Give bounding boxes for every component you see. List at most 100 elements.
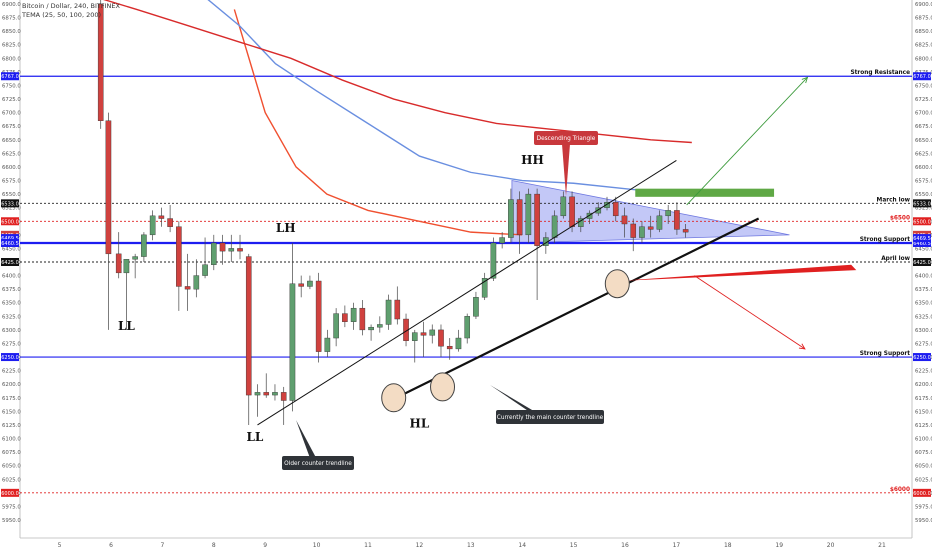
bearish-arrow-head xyxy=(798,343,806,350)
candle-body xyxy=(272,392,278,396)
y-tick-label-right: 6800.0 xyxy=(915,56,932,62)
y-tick-label-right: 6575.0 xyxy=(915,179,932,185)
y-tick-label-right: 6600.0 xyxy=(915,165,932,171)
y-tick-label-left: 6325.0 xyxy=(2,314,21,320)
candle-body xyxy=(350,307,357,322)
swing-label: HL xyxy=(410,417,430,431)
candle-body xyxy=(141,234,147,257)
x-tick-label: 5 xyxy=(58,542,62,549)
y-tick-label-right: 6675.0 xyxy=(915,124,932,130)
candle-body xyxy=(245,256,252,396)
y-tick-label-right: 6200.0 xyxy=(915,382,932,388)
y-tick-label-left: 6300.0 xyxy=(2,328,21,334)
y-tick-label-left: 6750.0 xyxy=(2,83,21,89)
level-label: Strong Support xyxy=(860,237,911,243)
y-tick-label-left: 5950.0 xyxy=(2,518,21,524)
candle-body xyxy=(647,226,654,230)
y-tick-label-left: 6800.0 xyxy=(2,56,21,62)
y-tick-label-right: 6050.0 xyxy=(915,464,932,470)
x-tick-label: 15 xyxy=(570,542,578,549)
candle-body xyxy=(263,392,270,396)
price-tag-left: 6767.0 xyxy=(1,74,19,80)
y-tick-label-right: 6375.0 xyxy=(915,287,932,293)
candle-body xyxy=(324,337,331,352)
price-tag-right-bg xyxy=(913,258,931,266)
level-label: April low xyxy=(881,256,910,262)
y-tick-label-left: 6125.0 xyxy=(2,423,21,429)
price-tag-right: 6460.5 xyxy=(913,241,931,247)
y-tick-label-right: 6450.0 xyxy=(915,246,932,252)
y-tick-label-left: 5975.0 xyxy=(2,504,21,510)
x-tick-label: 12 xyxy=(416,542,424,549)
y-tick-label-right: 6525.0 xyxy=(915,206,932,212)
y-tick-label-left: 6525.0 xyxy=(2,206,21,212)
price-tag-left-bg xyxy=(1,217,19,226)
y-tick-label-left: 6550.0 xyxy=(2,192,21,198)
y-tick-label-right: 6150.0 xyxy=(915,409,932,415)
y-tick-label-left: 6050.0 xyxy=(2,464,21,470)
candle-body xyxy=(210,242,217,265)
candle-body xyxy=(665,210,671,217)
highlight-circle xyxy=(430,372,456,402)
candle-body xyxy=(630,223,637,238)
y-tick-label-left: 6100.0 xyxy=(2,437,21,443)
candle-body xyxy=(612,202,619,217)
candle-body xyxy=(551,215,558,238)
highlight-circle xyxy=(604,269,630,299)
highlight-circle xyxy=(381,383,407,413)
candle-body xyxy=(219,242,226,252)
y-tick-label-left: 6075.0 xyxy=(2,450,21,456)
candle-body xyxy=(342,313,348,322)
x-tick-label: 21 xyxy=(878,542,886,549)
candle-body xyxy=(516,199,523,236)
candle-body xyxy=(656,215,663,230)
plot-area xyxy=(20,0,912,538)
candle-body xyxy=(394,299,401,320)
candle-body xyxy=(333,313,339,339)
y-tick-label-left: 6600.0 xyxy=(2,165,21,171)
price-tag-left-bg xyxy=(1,488,19,497)
price-tag-left: 6533.0 xyxy=(1,201,19,207)
bearish-arrow xyxy=(694,275,806,350)
candle-body xyxy=(446,345,453,350)
candle-body xyxy=(105,120,112,255)
y-tick-label-left: 6875.0 xyxy=(2,16,21,22)
descending-triangle-callout-box xyxy=(534,131,598,145)
legend-indicator: TEMA (25, 50, 100, 200) xyxy=(22,11,102,19)
y-tick-label-left: 6200.0 xyxy=(2,382,21,388)
price-mark: 6460.5 xyxy=(1,241,19,247)
y-tick-label-left: 6675.0 xyxy=(2,124,21,130)
y-tick-label-right: 6875.0 xyxy=(915,16,932,22)
swing-label: LL xyxy=(246,430,263,444)
price-tag-right-bg xyxy=(913,353,931,362)
y-tick-label-left: 6375.0 xyxy=(2,287,21,293)
candle-body xyxy=(359,307,366,331)
candle-body xyxy=(123,259,130,274)
legend-symbol: Bitcoin / Dollar, 240, BITFINEX xyxy=(22,2,120,10)
y-tick-label-left: 6850.0 xyxy=(2,29,21,35)
candle-body xyxy=(569,196,575,227)
price-mark-bg xyxy=(1,234,19,243)
x-tick-label: 17 xyxy=(673,542,681,549)
price-tag-right-bg xyxy=(913,72,931,81)
candle-body xyxy=(525,193,532,236)
y-tick-label-left: 6700.0 xyxy=(2,111,21,117)
level-label: Strong Resistance xyxy=(850,70,910,76)
price-tag-left-bg xyxy=(1,353,19,362)
y-tick-label-left: 6625.0 xyxy=(2,151,21,157)
candle-body xyxy=(429,329,436,336)
candle-body xyxy=(508,199,514,238)
trendline xyxy=(257,160,677,426)
y-tick-label-left: 6450.0 xyxy=(2,246,21,252)
chart-legend: Bitcoin / Dollar, 240, BITFINEX TEMA (25… xyxy=(22,2,120,20)
price-tag-right: 6425.0 xyxy=(913,260,931,266)
main-trendline-callout-text: Currently the main counter trendline xyxy=(497,415,604,421)
older-trendline-callout-box xyxy=(282,456,354,470)
y-tick-label-left: 6900.0 xyxy=(2,2,21,8)
price-tag-right-bg xyxy=(913,488,931,497)
y-tick-label-left: 6400.0 xyxy=(2,274,21,280)
candle-body xyxy=(438,329,444,347)
level-label: Strong Support xyxy=(860,351,911,357)
candle-body xyxy=(490,242,497,279)
